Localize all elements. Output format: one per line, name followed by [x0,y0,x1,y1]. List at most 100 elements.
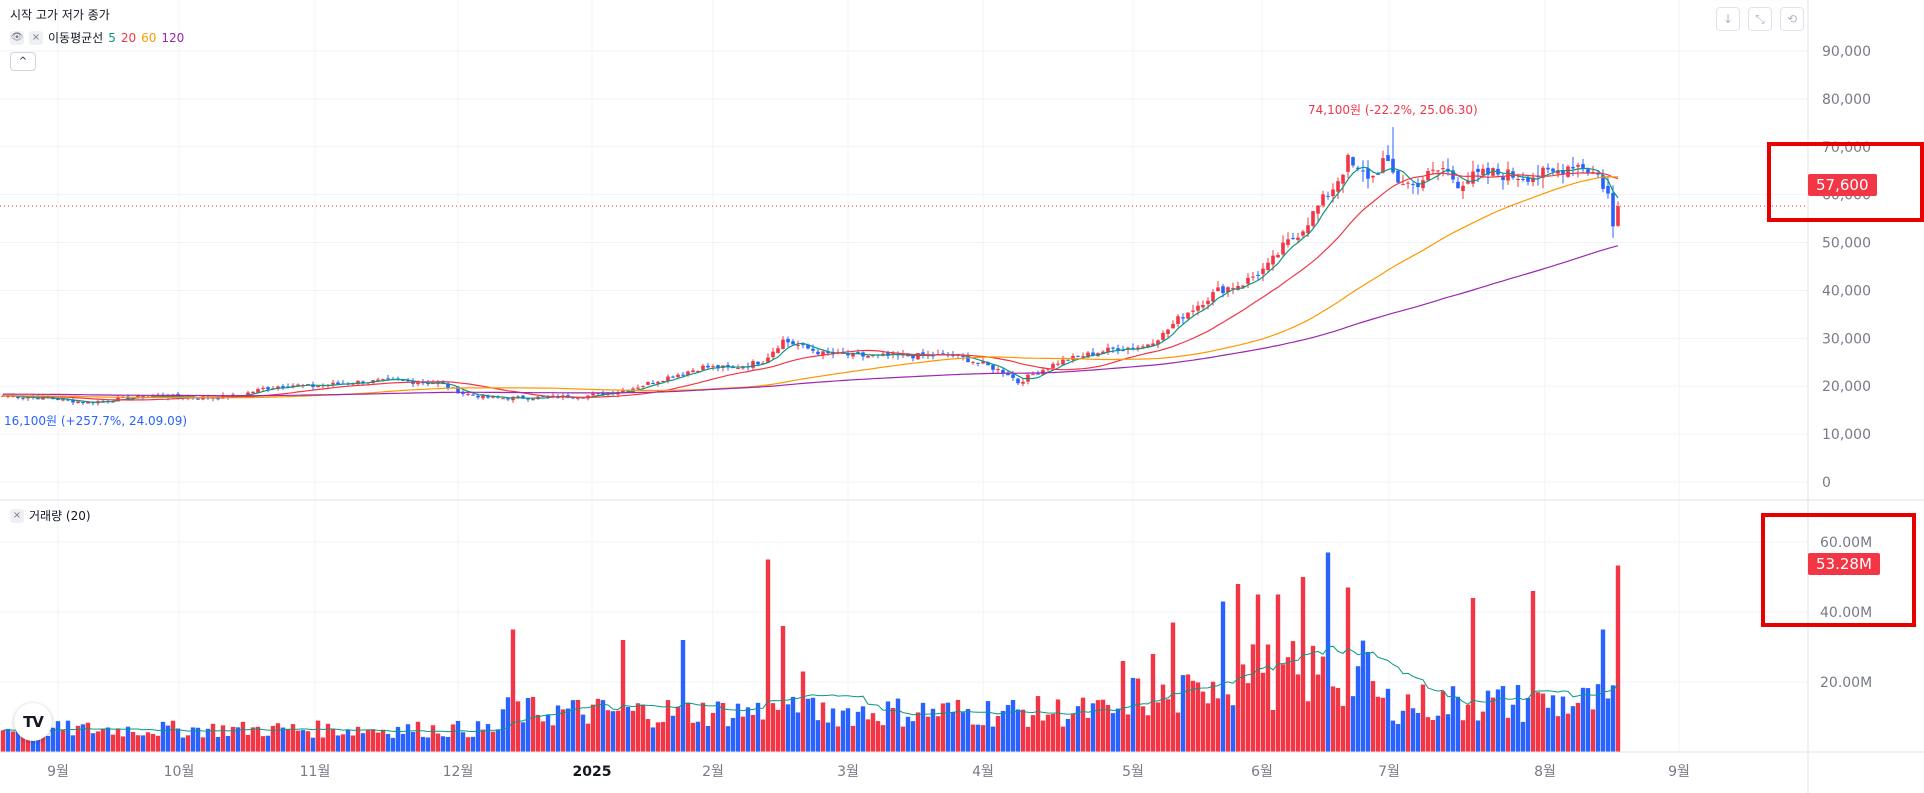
volume-bar [1105,704,1111,752]
candle-body [1041,370,1045,375]
volume-bar [1040,720,1046,752]
volume-ma-line [2,645,1619,733]
volume-bar [1455,696,1461,752]
volume-bar [1255,594,1261,752]
volume-bar [690,722,696,752]
volume-bar [710,712,716,752]
candle-body [601,392,605,395]
candle-body [806,344,810,349]
candle-body [886,352,890,356]
volume-bar [585,723,591,752]
ma-period-120: 120 [161,30,185,45]
volume-bar [1030,715,1036,752]
candle-body [1296,237,1300,240]
volume-bar [560,709,566,752]
volume-bar [885,701,891,752]
volume-bar [1315,674,1321,752]
candle-body [781,339,785,349]
volume-bar [1525,697,1531,752]
candle-body [286,386,290,388]
price-tick-label: 20,000 [1822,379,1871,395]
candle-body [61,398,65,401]
volume-bar [870,713,876,752]
volume-legend[interactable]: × 거래량 (20) [10,507,91,524]
candle-body [576,397,580,399]
fullscreen-button[interactable]: ⤡ [1748,7,1772,31]
volume-bar [1245,683,1251,752]
volume-bar [1290,641,1296,752]
candle-body [76,401,80,404]
volume-bar [400,733,406,752]
volume-bar [515,701,521,752]
candle-body [336,382,340,385]
candle-body [711,366,715,368]
candle-body [1276,254,1280,258]
volume-bar [520,722,526,752]
volume-bar [1395,723,1401,752]
volume-bar [1200,691,1206,752]
volume-bar [525,698,531,752]
candle-body [646,382,650,385]
time-tick-label: 9월 [1668,764,1690,780]
collapse-legend-button[interactable]: ^ [10,52,36,71]
volume-bar [490,731,496,752]
volume-bar [1600,629,1606,752]
volume-bar [905,716,911,752]
volume-bar [160,721,166,752]
volume-bar [960,712,966,752]
candle-body [1176,316,1180,324]
candle-body [1106,347,1110,353]
time-tick-label: 11월 [300,764,331,780]
volume-bar [1440,691,1446,752]
candle-body [826,351,830,354]
volume-bar [205,728,211,752]
candle-body [1366,168,1370,179]
close-icon[interactable]: × [10,508,24,523]
volume-bar [1520,721,1526,752]
volume-bar [1420,684,1426,752]
volume-bar [390,737,396,752]
volume-bar [800,671,806,752]
ma-legend[interactable]: 👁 × 이동평균선 5 20 60 120 [10,29,184,46]
volume-bar [1590,709,1596,752]
candle-body [1336,181,1340,192]
volume-bar [1580,687,1586,752]
candle-body [246,392,250,396]
volume-bar [120,736,126,752]
candle-body [476,395,480,398]
volume-bar [295,730,301,752]
volume-bar [730,717,736,752]
close-icon[interactable]: × [29,30,43,45]
candle-body [821,351,825,356]
volume-bar [360,733,366,752]
candle-body [656,381,660,384]
eye-off-icon[interactable]: 👁 [10,30,24,45]
candle-body [706,365,710,368]
volume-bar [1260,672,1266,752]
volume-bar [180,737,186,752]
last-volume-badge: 53.28M [1808,553,1880,575]
volume-bar [1370,681,1376,752]
candle-body [1541,167,1545,178]
volume-bar [1595,684,1601,752]
candle-body [1441,167,1445,170]
reset-chart-button[interactable]: ⟲ [1780,7,1804,31]
price-tick-label: 80,000 [1822,92,1871,108]
scroll-down-button[interactable]: ↓ [1716,7,1740,31]
candle-body [1381,158,1385,173]
volume-bar [325,723,331,752]
candle-body [1426,171,1430,181]
volume-bar [310,737,316,752]
volume-bar [185,735,191,752]
volume-bar [1120,661,1126,752]
volume-bar [1465,704,1471,752]
volume-bar [480,729,486,752]
candle-body [1411,184,1415,186]
volume-bar [1545,707,1551,752]
candle-body [426,382,430,384]
volume-bar [485,724,491,752]
candle-body [1491,168,1495,176]
tradingview-logo[interactable]: TV [14,703,52,741]
